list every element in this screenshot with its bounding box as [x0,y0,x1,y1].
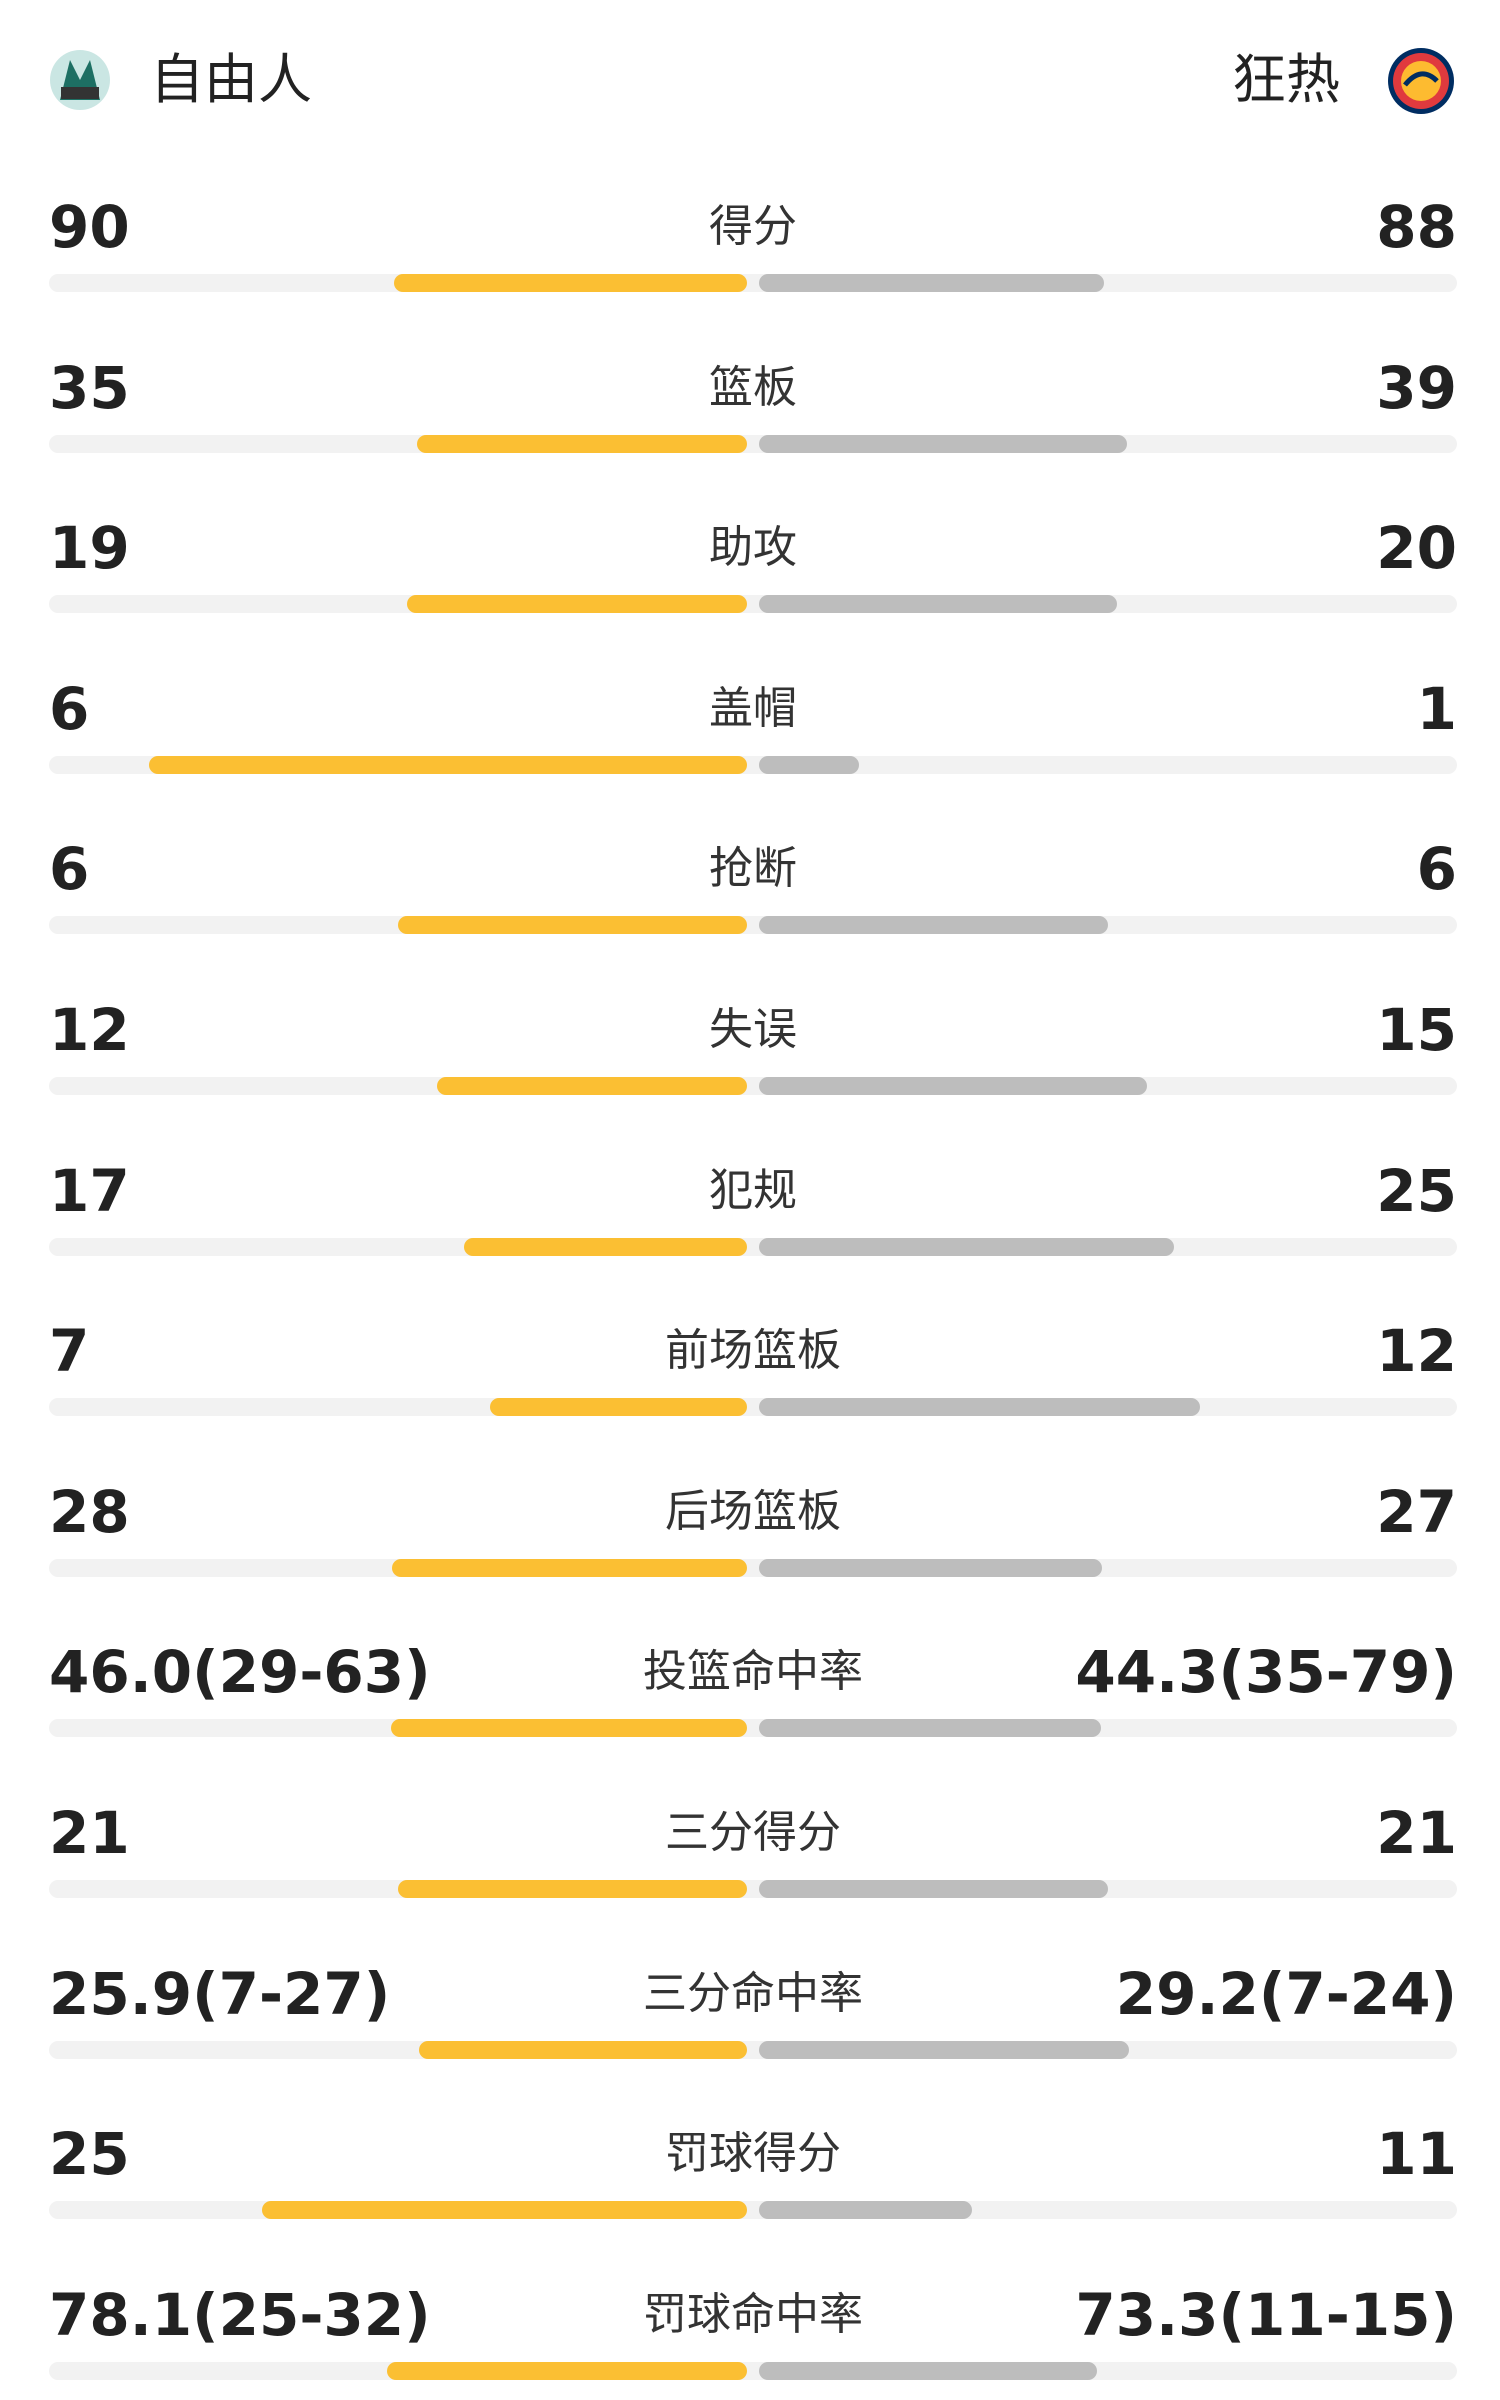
stat-label: 三分命中率 [643,1967,863,2019]
home-bar [436,1077,747,1095]
bar-track [49,916,1457,935]
home-value: 6 [49,835,90,904]
home-value: 21 [49,1799,130,1867]
home-value: 12 [49,996,130,1064]
home-bar [386,2361,747,2380]
away-value: 12 [1376,1317,1457,1386]
away-bar [759,274,1105,292]
home-value: 17 [49,1156,130,1225]
home-value: 35 [49,353,130,422]
home-bar [394,274,747,292]
away-bar [759,916,1108,935]
bar-track [49,1719,1457,1738]
bar-track [49,1398,1457,1417]
away-value: 1 [1416,674,1457,743]
stat-label: 前场篮板 [665,1325,841,1377]
away-value: 27 [1376,1477,1457,1546]
away-bar [759,2040,1129,2059]
away-value: 73.3(11-15) [1075,2280,1457,2349]
home-bar [489,1398,747,1417]
home-bar [398,1880,747,1898]
stat-label: 助攻 [709,522,797,574]
stat-label: 后场篮板 [665,1485,841,1537]
bar-track [49,1558,1457,1577]
bar-track [49,1077,1457,1095]
bar-track [49,274,1457,292]
stat-label: 三分得分 [665,1807,841,1858]
away-bar [759,1558,1102,1577]
home-value: 25.9(7-27) [49,1959,391,2028]
stat-label: 得分 [709,201,797,252]
home-value: 78.1(25-32) [49,2280,431,2349]
stat-label: 失误 [709,1004,797,1055]
home-value: 19 [49,514,130,583]
away-value: 6 [1416,835,1457,904]
bar-track [49,1237,1457,1256]
home-logo [50,50,110,110]
home-bar [398,916,747,935]
away-bar [759,1077,1147,1095]
bar-track [49,434,1457,453]
home-bar [416,434,747,453]
home-bar [148,755,747,774]
home-value: 25 [49,2120,130,2189]
away-bar [759,434,1127,453]
stat-label: 罚球得分 [665,2128,841,2180]
away-value: 88 [1376,193,1457,261]
home-bar [418,2040,747,2059]
home-value: 90 [49,193,130,261]
home-bar [406,595,747,614]
away-value: 25 [1376,1156,1457,1225]
away-value: 15 [1376,996,1457,1064]
home-team: 自由人 [150,48,312,111]
home-value: 6 [49,674,90,743]
away-bar [759,755,859,774]
away-value: 29.2(7-24) [1115,1959,1457,2028]
away-bar [759,1398,1200,1417]
stat-label: 抢断 [709,843,797,895]
home-bar [391,1719,747,1738]
away-value: 44.3(35-79) [1075,1638,1457,1707]
home-value: 46.0(29-63) [49,1638,431,1707]
bar-track [49,1880,1457,1898]
bar-track [49,595,1457,614]
home-bar [464,1237,747,1256]
away-logo [1388,48,1454,114]
away-bar [759,1880,1108,1898]
away-value: 39 [1376,353,1457,422]
bar-track [49,2040,1457,2059]
away-team: 狂热 [1232,48,1340,111]
away-bar [759,1719,1102,1738]
home-value: 7 [49,1317,90,1386]
away-value: 20 [1376,514,1457,583]
stat-label: 篮板 [709,361,797,413]
bar-track [49,2361,1457,2380]
bar-track [49,2201,1457,2220]
home-bar [262,2201,747,2220]
stat-label: 投篮命中率 [643,1646,863,1698]
away-bar [759,595,1117,614]
away-value: 11 [1376,2120,1457,2189]
home-value: 28 [49,1477,130,1546]
home-bar [391,1558,747,1577]
away-bar [759,1237,1175,1256]
stat-label: 犯规 [709,1164,797,1216]
away-value: 21 [1376,1799,1457,1867]
stat-label: 罚球命中率 [643,2288,863,2340]
away-bar [759,2201,973,2220]
away-bar [759,2361,1097,2380]
stat-label: 盖帽 [709,682,797,734]
